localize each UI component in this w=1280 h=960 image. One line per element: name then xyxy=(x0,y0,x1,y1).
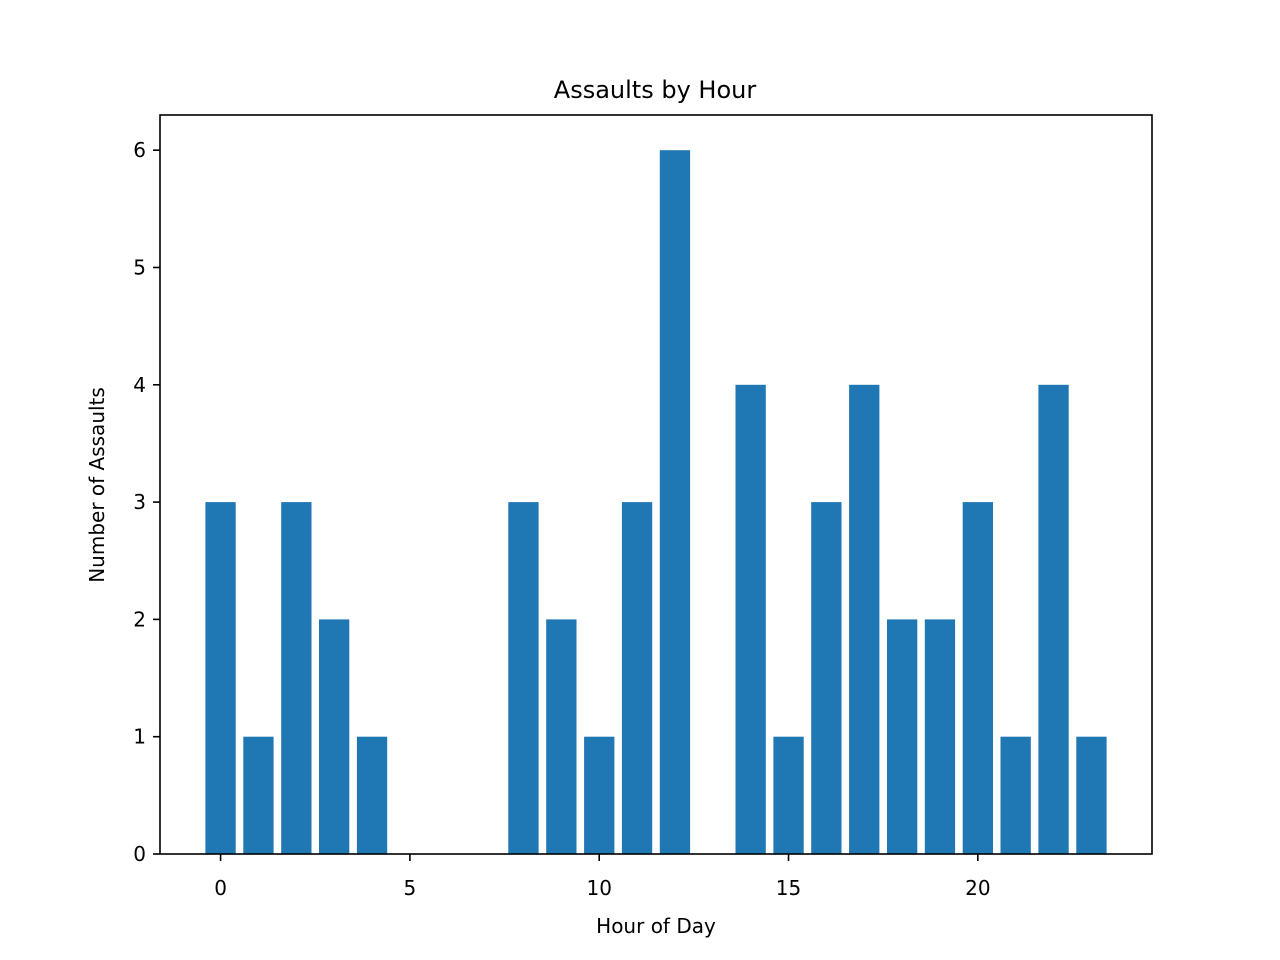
bar-hour-18 xyxy=(887,619,918,854)
bar-group xyxy=(205,150,1107,854)
y-tick-label: 3 xyxy=(133,490,146,514)
bar-hour-17 xyxy=(849,384,880,854)
bar-hour-12 xyxy=(659,150,691,854)
bar-hour-16 xyxy=(811,502,842,854)
x-tick-label: 15 xyxy=(776,876,801,900)
y-tick-label: 0 xyxy=(133,842,146,866)
plot-frame xyxy=(159,114,1153,855)
bar-hour-19 xyxy=(924,619,956,854)
x-tick-label: 5 xyxy=(404,876,417,900)
bar-hour-21 xyxy=(1000,736,1031,854)
y-tick-label: 6 xyxy=(133,138,146,162)
bar-hour-4 xyxy=(356,736,388,854)
y-axis-ticks: 0 1 2 3 4 5 6 xyxy=(133,138,160,866)
bar-hour-0 xyxy=(205,502,236,854)
bar-hour-1 xyxy=(243,736,274,854)
bar-hour-8 xyxy=(508,502,539,854)
y-axis-label: Number of Assaults xyxy=(85,387,109,583)
bar-hour-10 xyxy=(584,736,615,854)
bar-hour-14 xyxy=(735,384,766,854)
bar-hour-15 xyxy=(773,736,804,854)
x-axis-ticks: 0 5 10 15 20 xyxy=(214,854,991,900)
x-tick-label: 10 xyxy=(586,876,611,900)
x-tick-label: 20 xyxy=(965,876,990,900)
bar-hour-3 xyxy=(319,619,350,854)
bar-hour-11 xyxy=(621,502,653,854)
bar-hour-9 xyxy=(546,619,577,854)
y-tick-label: 5 xyxy=(133,255,146,279)
bar-hour-23 xyxy=(1076,736,1107,854)
bar-hour-20 xyxy=(962,502,993,854)
x-tick-label: 0 xyxy=(214,876,227,900)
y-tick-label: 4 xyxy=(133,373,146,397)
bar-hour-2 xyxy=(281,502,312,854)
bar-hour-22 xyxy=(1038,384,1069,854)
y-tick-label: 2 xyxy=(133,607,146,631)
y-tick-label: 1 xyxy=(133,725,146,749)
x-axis-label: Hour of Day xyxy=(596,914,716,938)
chart-title: Assaults by Hour xyxy=(554,76,757,104)
